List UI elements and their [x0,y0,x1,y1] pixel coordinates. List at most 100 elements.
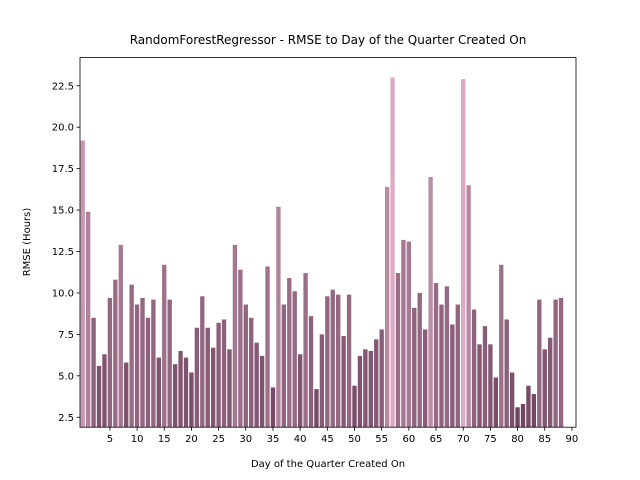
bar [162,264,167,428]
bar [314,389,319,428]
x-tick-label: 65 [430,434,443,445]
y-tick-label: 5.0 [58,371,74,382]
bar [466,185,471,428]
y-tick-label: 20.0 [52,123,74,134]
bar [254,342,259,428]
bar [308,316,314,428]
bar [297,354,303,428]
bar [455,304,460,428]
bar [259,355,265,428]
x-tick-label: 50 [348,434,361,445]
bar [499,264,504,428]
bar [189,372,194,428]
bar [325,296,330,428]
x-tick-label: 15 [158,434,171,445]
bar [395,273,401,428]
bar [482,326,488,428]
bar [221,319,227,428]
bar [118,244,123,428]
bar [558,297,564,428]
bar [216,322,221,428]
bar [145,317,151,428]
y-tick-label: 17.5 [52,164,74,175]
x-tick-label: 55 [375,434,388,445]
bar [363,349,368,428]
bar [270,387,276,428]
bar [249,317,254,428]
bar [232,244,238,428]
bar [537,299,542,428]
x-tick-label: 70 [457,434,470,445]
bar [374,339,379,428]
bar [265,266,270,428]
bar [113,279,118,428]
bar [287,278,292,428]
x-tick-label: 80 [511,434,524,445]
bar [227,349,232,428]
bar [178,350,183,428]
bar [526,385,531,428]
bar [417,292,422,428]
bar [357,355,363,428]
bar [450,324,455,428]
x-tick-label: 25 [212,434,225,445]
bar [433,283,439,428]
x-tick-label: 60 [402,434,415,445]
x-tick-label: 40 [294,434,307,445]
x-tick-label: 90 [566,434,579,445]
bar [281,304,287,428]
bar [276,206,281,428]
bar [542,349,547,428]
bar [172,364,178,428]
bar [140,297,145,428]
x-tick-label: 20 [185,434,198,445]
bar [493,377,498,428]
y-tick-label: 10.0 [52,288,74,299]
bar [156,357,161,428]
bar [553,299,558,428]
bar [200,296,205,428]
bar [412,307,417,428]
bar [238,269,243,428]
bar [129,284,134,428]
bar [406,241,412,428]
x-tick-label: 45 [321,434,334,445]
chart-title: RandomForestRegressor - RMSE to Day of t… [130,33,527,47]
x-tick-label: 30 [239,434,252,445]
bar [85,211,91,428]
y-tick-label: 2.5 [58,413,74,424]
bar [384,186,390,428]
axes-frame [79,57,577,428]
bar [183,357,189,428]
x-tick-label: 5 [107,434,113,445]
bar [341,336,346,428]
bar [346,294,352,428]
bar [531,394,537,428]
bar [243,304,248,428]
x-tick-label: 35 [267,434,280,445]
bar [488,344,493,428]
bar [134,304,140,428]
bar [210,347,216,428]
bars [80,77,564,428]
bar [504,319,509,428]
y-tick-label: 12.5 [52,247,74,258]
y-axis-label: RMSE (Hours) [22,208,33,277]
bar [401,239,406,428]
bar [390,77,395,428]
bar [96,365,102,428]
bar [205,327,210,428]
bar [352,385,357,428]
bar [368,350,373,428]
bar [107,297,113,428]
bar [319,334,325,428]
bar [444,286,450,428]
x-tick-label: 75 [484,434,497,445]
y-tick-label: 22.5 [52,81,74,92]
y-tick-label: 15.0 [52,206,74,217]
bar [336,294,341,428]
bar [167,299,172,428]
bar [80,140,85,428]
bar [330,289,335,428]
